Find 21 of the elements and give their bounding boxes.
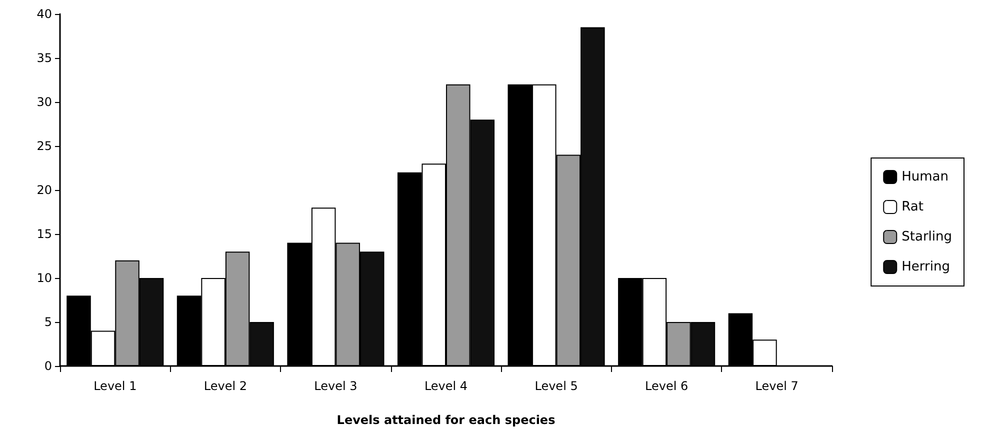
x-tick-label: Level 7 xyxy=(755,379,798,393)
x-tick-label: Level 3 xyxy=(314,379,358,393)
y-tick-label: 25 xyxy=(36,139,52,153)
x-tick-label: Level 6 xyxy=(645,379,688,393)
x-tick-label: Level 1 xyxy=(94,379,137,393)
y-tick-label: 10 xyxy=(36,271,52,285)
x-tick-label: Level 4 xyxy=(424,379,468,393)
x-axis-title: Levels attained for each species xyxy=(336,413,556,427)
y-tick-label: 15 xyxy=(36,227,52,241)
y-tick-label: 5 xyxy=(44,315,52,329)
y-tick-label: 20 xyxy=(36,183,52,197)
legend-label: Starling xyxy=(902,230,952,244)
legend-label: Rat xyxy=(902,200,924,214)
x-tick-label: Level 5 xyxy=(534,379,578,393)
y-tick-label: 0 xyxy=(44,359,52,373)
y-tick-label: 30 xyxy=(36,95,52,109)
y-tick-label: 35 xyxy=(36,51,52,65)
x-tick-label: Level 2 xyxy=(204,379,247,393)
legend-label: Human xyxy=(902,170,949,184)
y-tick-label: 40 xyxy=(36,7,52,21)
legend-label: Herring xyxy=(902,260,950,274)
